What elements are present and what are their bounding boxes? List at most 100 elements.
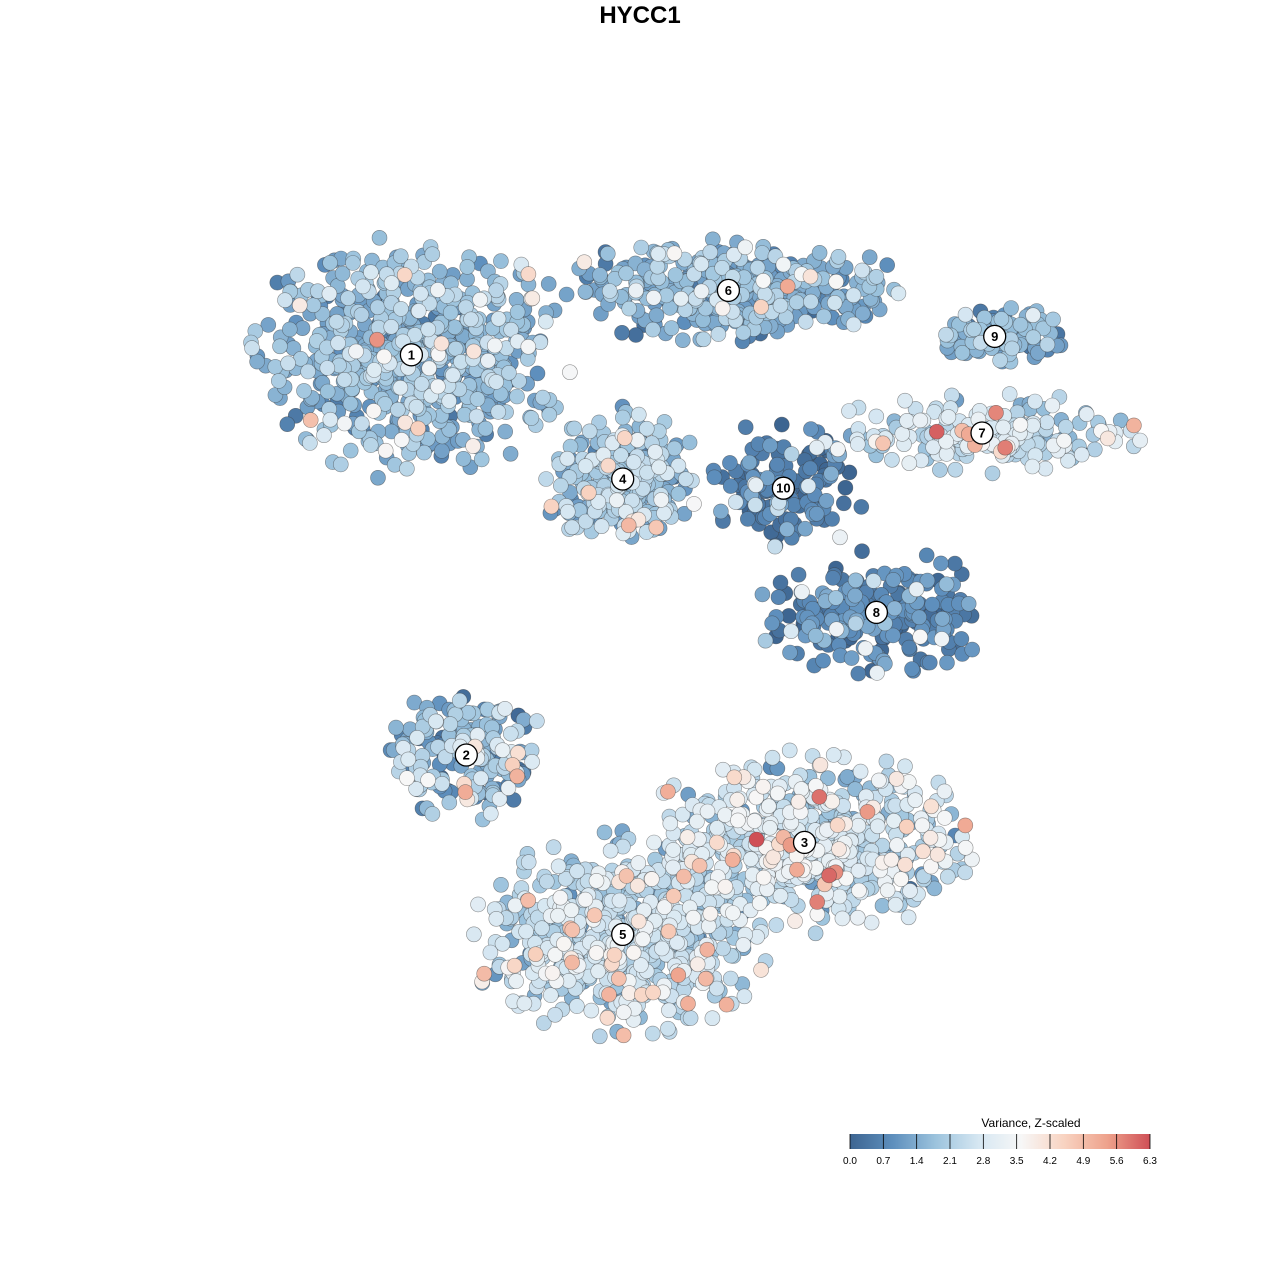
legend-title: Variance, Z-scaled — [981, 1116, 1080, 1130]
data-point — [494, 935, 511, 952]
data-point — [725, 905, 741, 921]
data-point — [399, 460, 415, 477]
data-point — [611, 892, 628, 909]
data-point — [685, 909, 702, 926]
data-point — [643, 871, 660, 887]
data-point — [577, 283, 594, 300]
data-point — [675, 868, 692, 885]
data-point — [665, 888, 682, 904]
data-point — [938, 326, 954, 343]
data-point — [755, 778, 771, 795]
data-point — [709, 834, 725, 851]
data-point — [563, 902, 580, 919]
data-point — [911, 609, 928, 626]
cluster-label-5: 5 — [611, 922, 635, 947]
data-point — [757, 632, 774, 649]
data-point — [529, 713, 545, 729]
data-point — [1025, 307, 1041, 324]
data-point — [648, 307, 665, 324]
legend-colorbar — [850, 1134, 1150, 1149]
data-point — [828, 590, 844, 606]
cluster-label-3: 3 — [792, 830, 817, 855]
color-legend: Variance, Z-scaled 0.0 0.7 1.4 2.1 2.8 3.5 4.2… — [843, 1116, 1157, 1167]
data-point — [393, 301, 409, 317]
data-point — [340, 290, 356, 307]
data-point — [552, 889, 569, 906]
data-point — [451, 692, 468, 709]
data-point — [408, 781, 424, 797]
data-point — [1024, 458, 1041, 475]
data-point — [964, 641, 981, 658]
data-point — [614, 324, 630, 341]
data-point — [919, 572, 936, 589]
data-point — [424, 806, 441, 822]
data-point — [727, 494, 744, 510]
data-points — [243, 230, 1148, 1045]
data-point — [550, 907, 566, 924]
data-point — [753, 962, 769, 978]
data-point — [861, 249, 878, 266]
data-point — [466, 926, 482, 943]
data-point — [621, 300, 638, 317]
data-point — [547, 946, 564, 963]
cluster-label-marker — [864, 600, 889, 625]
data-point — [929, 846, 946, 863]
data-point — [885, 627, 901, 644]
data-point — [628, 327, 644, 343]
data-point — [826, 294, 843, 311]
data-point — [353, 415, 370, 432]
data-point — [610, 970, 627, 987]
data-point — [914, 817, 931, 834]
data-point — [770, 589, 787, 606]
data-point — [797, 520, 814, 537]
data-point — [759, 470, 776, 486]
data-point — [586, 907, 603, 924]
data-point — [783, 446, 800, 462]
cluster-label-4: 4 — [611, 467, 635, 491]
data-point — [702, 905, 719, 922]
data-point — [1100, 430, 1116, 447]
data-point — [890, 285, 907, 302]
data-point — [886, 812, 902, 829]
data-point — [615, 1027, 632, 1044]
cluster-label-text: 2 — [463, 748, 470, 763]
data-point — [618, 265, 634, 282]
cluster-label-marker — [970, 421, 994, 445]
data-point — [429, 282, 446, 298]
data-point — [773, 416, 790, 433]
data-point — [569, 998, 585, 1014]
data-point — [407, 327, 423, 343]
data-point — [957, 306, 974, 323]
data-point — [767, 538, 783, 555]
data-point — [562, 364, 578, 381]
data-point — [868, 268, 885, 285]
legend-tick-label: 2.8 — [976, 1156, 990, 1167]
data-point — [765, 849, 782, 866]
cluster-label-marker — [611, 922, 635, 947]
data-point — [832, 529, 848, 546]
data-point — [319, 360, 336, 376]
data-point — [400, 751, 417, 768]
data-point — [794, 584, 810, 600]
data-point — [370, 469, 386, 486]
data-point — [502, 725, 519, 742]
data-point — [390, 401, 406, 418]
data-point — [697, 970, 714, 987]
data-point — [1025, 329, 1042, 346]
data-point — [527, 946, 544, 963]
data-point — [321, 285, 338, 302]
legend-tick-label: 1.4 — [910, 1156, 924, 1167]
data-point — [447, 340, 464, 357]
data-point — [564, 954, 580, 971]
data-point — [446, 319, 463, 336]
data-point — [520, 892, 537, 909]
data-point — [645, 984, 661, 1001]
data-point — [934, 610, 951, 627]
data-point — [933, 631, 950, 647]
data-point — [577, 513, 594, 530]
data-point — [670, 457, 687, 474]
data-point — [506, 957, 523, 974]
data-point — [420, 772, 436, 788]
data-point — [811, 789, 828, 805]
data-point — [588, 945, 605, 961]
